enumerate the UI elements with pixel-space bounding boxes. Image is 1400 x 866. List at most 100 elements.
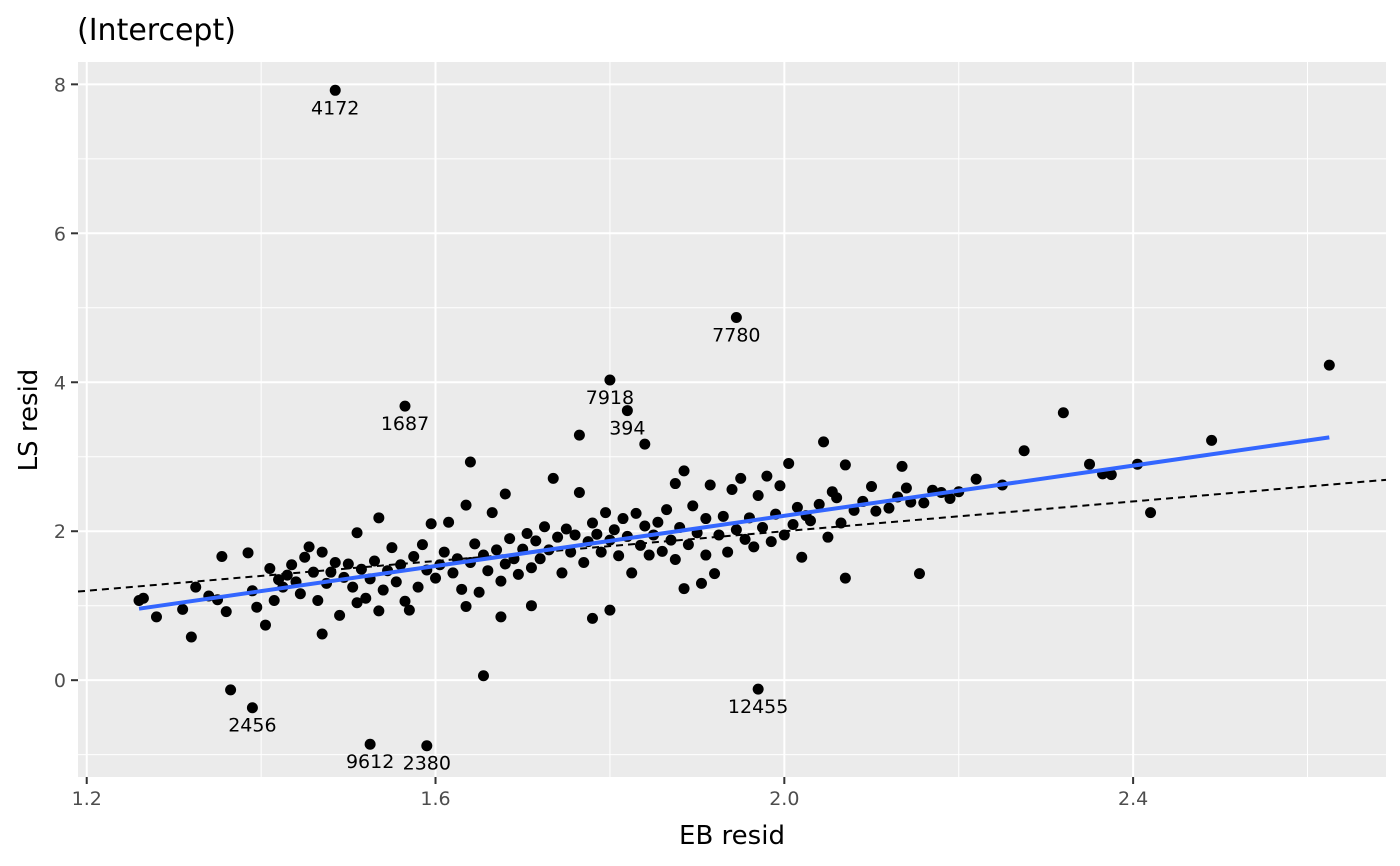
data-point bbox=[325, 566, 337, 578]
data-point bbox=[595, 546, 607, 558]
data-point bbox=[565, 546, 577, 558]
data-point bbox=[831, 492, 843, 504]
data-point bbox=[534, 553, 546, 565]
data-point bbox=[399, 400, 411, 412]
data-point bbox=[791, 501, 803, 513]
data-point bbox=[220, 606, 232, 618]
data-point bbox=[259, 619, 271, 631]
data-point bbox=[495, 611, 507, 623]
data-point bbox=[364, 738, 376, 750]
y-tick-label: 8 bbox=[54, 74, 66, 96]
data-point bbox=[752, 489, 764, 501]
data-point bbox=[499, 558, 511, 570]
data-point bbox=[709, 568, 721, 580]
data-point bbox=[730, 311, 742, 323]
data-point bbox=[717, 510, 729, 522]
data-point bbox=[1105, 469, 1117, 481]
data-point bbox=[739, 533, 751, 545]
data-point bbox=[560, 523, 572, 535]
y-tick-label: 6 bbox=[54, 223, 66, 245]
data-point bbox=[704, 479, 716, 491]
data-point bbox=[539, 521, 551, 533]
data-point bbox=[1145, 507, 1157, 519]
data-point bbox=[438, 546, 450, 558]
data-point bbox=[1084, 458, 1096, 470]
data-point bbox=[329, 84, 341, 96]
data-point bbox=[639, 520, 651, 532]
minor-gridlines bbox=[78, 62, 1386, 777]
data-point bbox=[525, 600, 537, 612]
data-point bbox=[347, 581, 359, 593]
data-point bbox=[870, 505, 882, 517]
y-tick-label: 0 bbox=[54, 670, 66, 692]
data-point bbox=[390, 576, 402, 588]
data-point bbox=[299, 551, 311, 563]
data-point bbox=[678, 465, 690, 477]
data-point bbox=[726, 484, 738, 496]
data-point bbox=[730, 524, 742, 536]
data-point bbox=[312, 594, 324, 606]
data-point bbox=[246, 702, 258, 714]
data-point bbox=[778, 529, 790, 541]
data-point bbox=[722, 546, 734, 558]
data-point bbox=[839, 459, 851, 471]
data-point bbox=[748, 541, 760, 553]
data-point bbox=[294, 588, 306, 600]
data-point bbox=[787, 519, 799, 531]
data-point bbox=[495, 575, 507, 587]
x-tick-label: 2.4 bbox=[1118, 788, 1148, 810]
data-point bbox=[351, 527, 363, 539]
data-point bbox=[883, 502, 895, 514]
data-point bbox=[822, 531, 834, 543]
data-point bbox=[796, 551, 808, 563]
data-point bbox=[556, 567, 568, 579]
data-point bbox=[225, 684, 237, 696]
data-point bbox=[360, 592, 372, 604]
data-point bbox=[395, 559, 407, 571]
data-point bbox=[604, 374, 616, 386]
data-point bbox=[678, 583, 690, 595]
data-point bbox=[1057, 407, 1069, 419]
data-point bbox=[547, 472, 559, 484]
data-point bbox=[525, 562, 537, 574]
data-point bbox=[373, 605, 385, 617]
regression-fit-line bbox=[138, 435, 1330, 611]
data-point bbox=[286, 559, 298, 571]
data-point bbox=[316, 546, 328, 558]
data-point bbox=[521, 527, 533, 539]
data-point bbox=[669, 554, 681, 566]
data-point bbox=[1323, 359, 1335, 371]
data-point bbox=[900, 482, 912, 494]
data-point bbox=[412, 581, 424, 593]
data-point bbox=[1206, 434, 1218, 446]
data-point bbox=[504, 533, 516, 545]
data-point bbox=[421, 740, 433, 752]
data-point bbox=[355, 563, 367, 575]
data-point bbox=[626, 567, 638, 579]
data-point bbox=[386, 542, 398, 554]
data-point bbox=[316, 628, 328, 640]
identity-reference-line bbox=[77, 478, 1387, 593]
point-label: 9612 bbox=[346, 751, 394, 773]
data-point bbox=[765, 536, 777, 548]
x-tick-label: 1.2 bbox=[72, 788, 102, 810]
data-point bbox=[687, 500, 699, 512]
data-point bbox=[774, 480, 786, 492]
data-point bbox=[334, 609, 346, 621]
data-point bbox=[137, 592, 149, 604]
data-point bbox=[573, 486, 585, 498]
data-point bbox=[818, 436, 830, 448]
data-point bbox=[399, 595, 411, 607]
data-point bbox=[621, 405, 633, 417]
data-point bbox=[512, 568, 524, 580]
data-point bbox=[918, 497, 930, 509]
y-tick-label: 2 bbox=[54, 521, 66, 543]
data-point bbox=[456, 583, 468, 595]
data-point bbox=[586, 612, 598, 624]
data-point bbox=[329, 557, 341, 568]
data-point bbox=[913, 568, 925, 580]
data-point bbox=[669, 478, 681, 490]
data-point bbox=[190, 581, 202, 593]
point-label: 1687 bbox=[381, 413, 429, 435]
data-point bbox=[700, 513, 712, 525]
